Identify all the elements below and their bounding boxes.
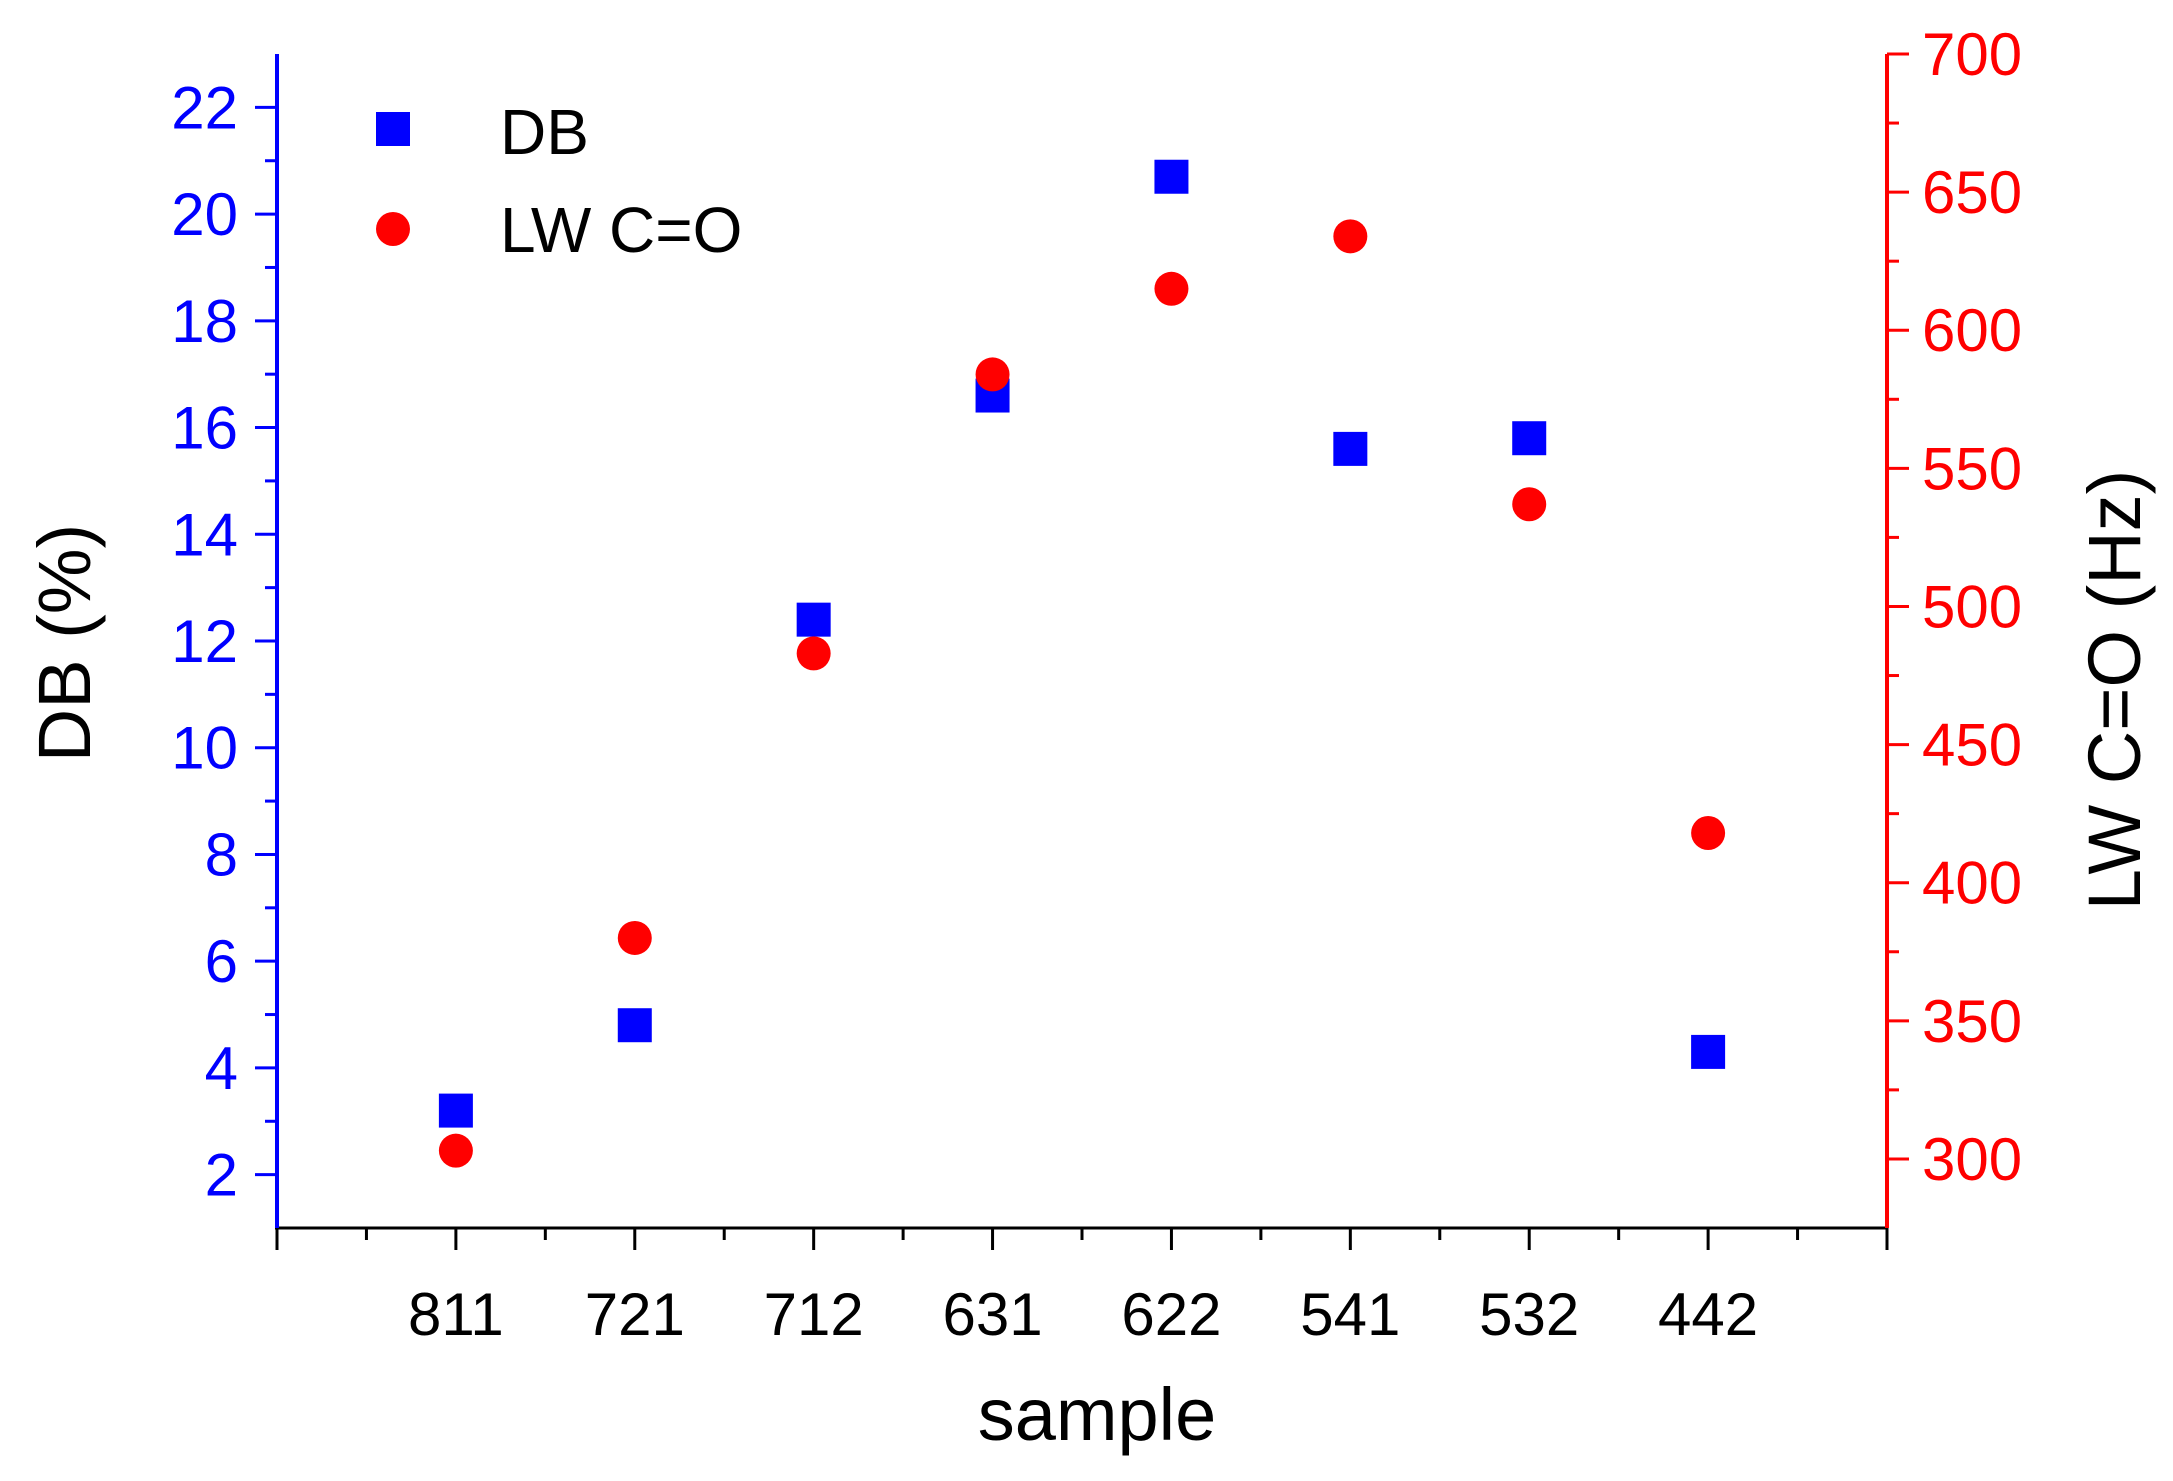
right-y-tick-label: 600	[1922, 297, 2022, 364]
legend-db-marker	[376, 112, 410, 146]
legend-lw-marker	[376, 212, 410, 246]
right-y-axis-ticks: 300 350 400 450 500 550 600 650 700	[1887, 21, 2022, 1193]
left-y-tick-label: 18	[171, 288, 238, 355]
right-y-axis-title: LW C=O (Hz)	[2073, 470, 2156, 911]
x-tick-label: 442	[1658, 1281, 1758, 1348]
db-point	[1512, 421, 1547, 456]
lw-co-point	[975, 357, 1010, 392]
db-point	[1333, 431, 1368, 466]
lw-co-point	[1333, 219, 1368, 254]
right-y-tick-label: 450	[1922, 712, 2022, 779]
x-tick-label: 712	[764, 1281, 864, 1348]
left-y-tick-label: 20	[171, 181, 238, 248]
right-y-tick-label: 650	[1922, 159, 2022, 226]
right-y-tick-label: 350	[1922, 988, 2022, 1055]
lw-co-point	[617, 920, 652, 955]
left-y-tick-label: 8	[205, 821, 238, 888]
x-tick-label: 541	[1300, 1281, 1400, 1348]
right-y-tick-label: 700	[1922, 21, 2022, 88]
x-tick-label: 721	[585, 1281, 685, 1348]
legend-db-label: DB	[500, 96, 589, 168]
db-point	[438, 1093, 473, 1128]
lw-co-point	[1691, 815, 1726, 850]
x-axis-title: sample	[978, 1373, 1217, 1456]
db-point	[617, 1008, 652, 1043]
db-point	[796, 602, 831, 637]
left-y-tick-label: 12	[171, 608, 238, 675]
left-y-tick-label: 6	[205, 928, 238, 995]
legend: DB LW C=O	[376, 96, 742, 266]
right-y-tick-label: 300	[1922, 1126, 2022, 1193]
lw-co-point	[796, 636, 831, 671]
lw-co-point	[1512, 487, 1547, 522]
x-tick-label: 631	[943, 1281, 1043, 1348]
left-y-axis-title: DB (%)	[23, 524, 106, 762]
left-y-tick-label: 16	[171, 395, 238, 462]
right-y-tick-label: 550	[1922, 435, 2022, 502]
x-axis-ticks: 811 721 712 631 622 541 532 442	[275, 1228, 1889, 1348]
left-y-axis-ticks: 2 4 6 8 10 12 14 16 18 20 22	[171, 74, 277, 1209]
left-y-tick-label: 2	[205, 1142, 238, 1209]
data-markers	[438, 159, 1726, 1168]
left-y-tick-label: 22	[171, 74, 238, 141]
right-y-tick-label: 500	[1922, 573, 2022, 640]
left-y-tick-label: 4	[205, 1035, 238, 1102]
db-point	[1154, 159, 1189, 194]
right-y-tick-label: 400	[1922, 850, 2022, 917]
left-y-tick-label: 14	[171, 501, 238, 568]
legend-lw-label: LW C=O	[500, 194, 742, 266]
lw-co-point	[1154, 271, 1189, 306]
x-tick-label: 811	[408, 1281, 504, 1348]
x-tick-label: 532	[1479, 1281, 1579, 1348]
lw-co-point	[438, 1133, 473, 1168]
db-point	[1691, 1034, 1726, 1069]
x-tick-label: 622	[1121, 1281, 1221, 1348]
left-y-tick-label: 10	[171, 715, 238, 782]
